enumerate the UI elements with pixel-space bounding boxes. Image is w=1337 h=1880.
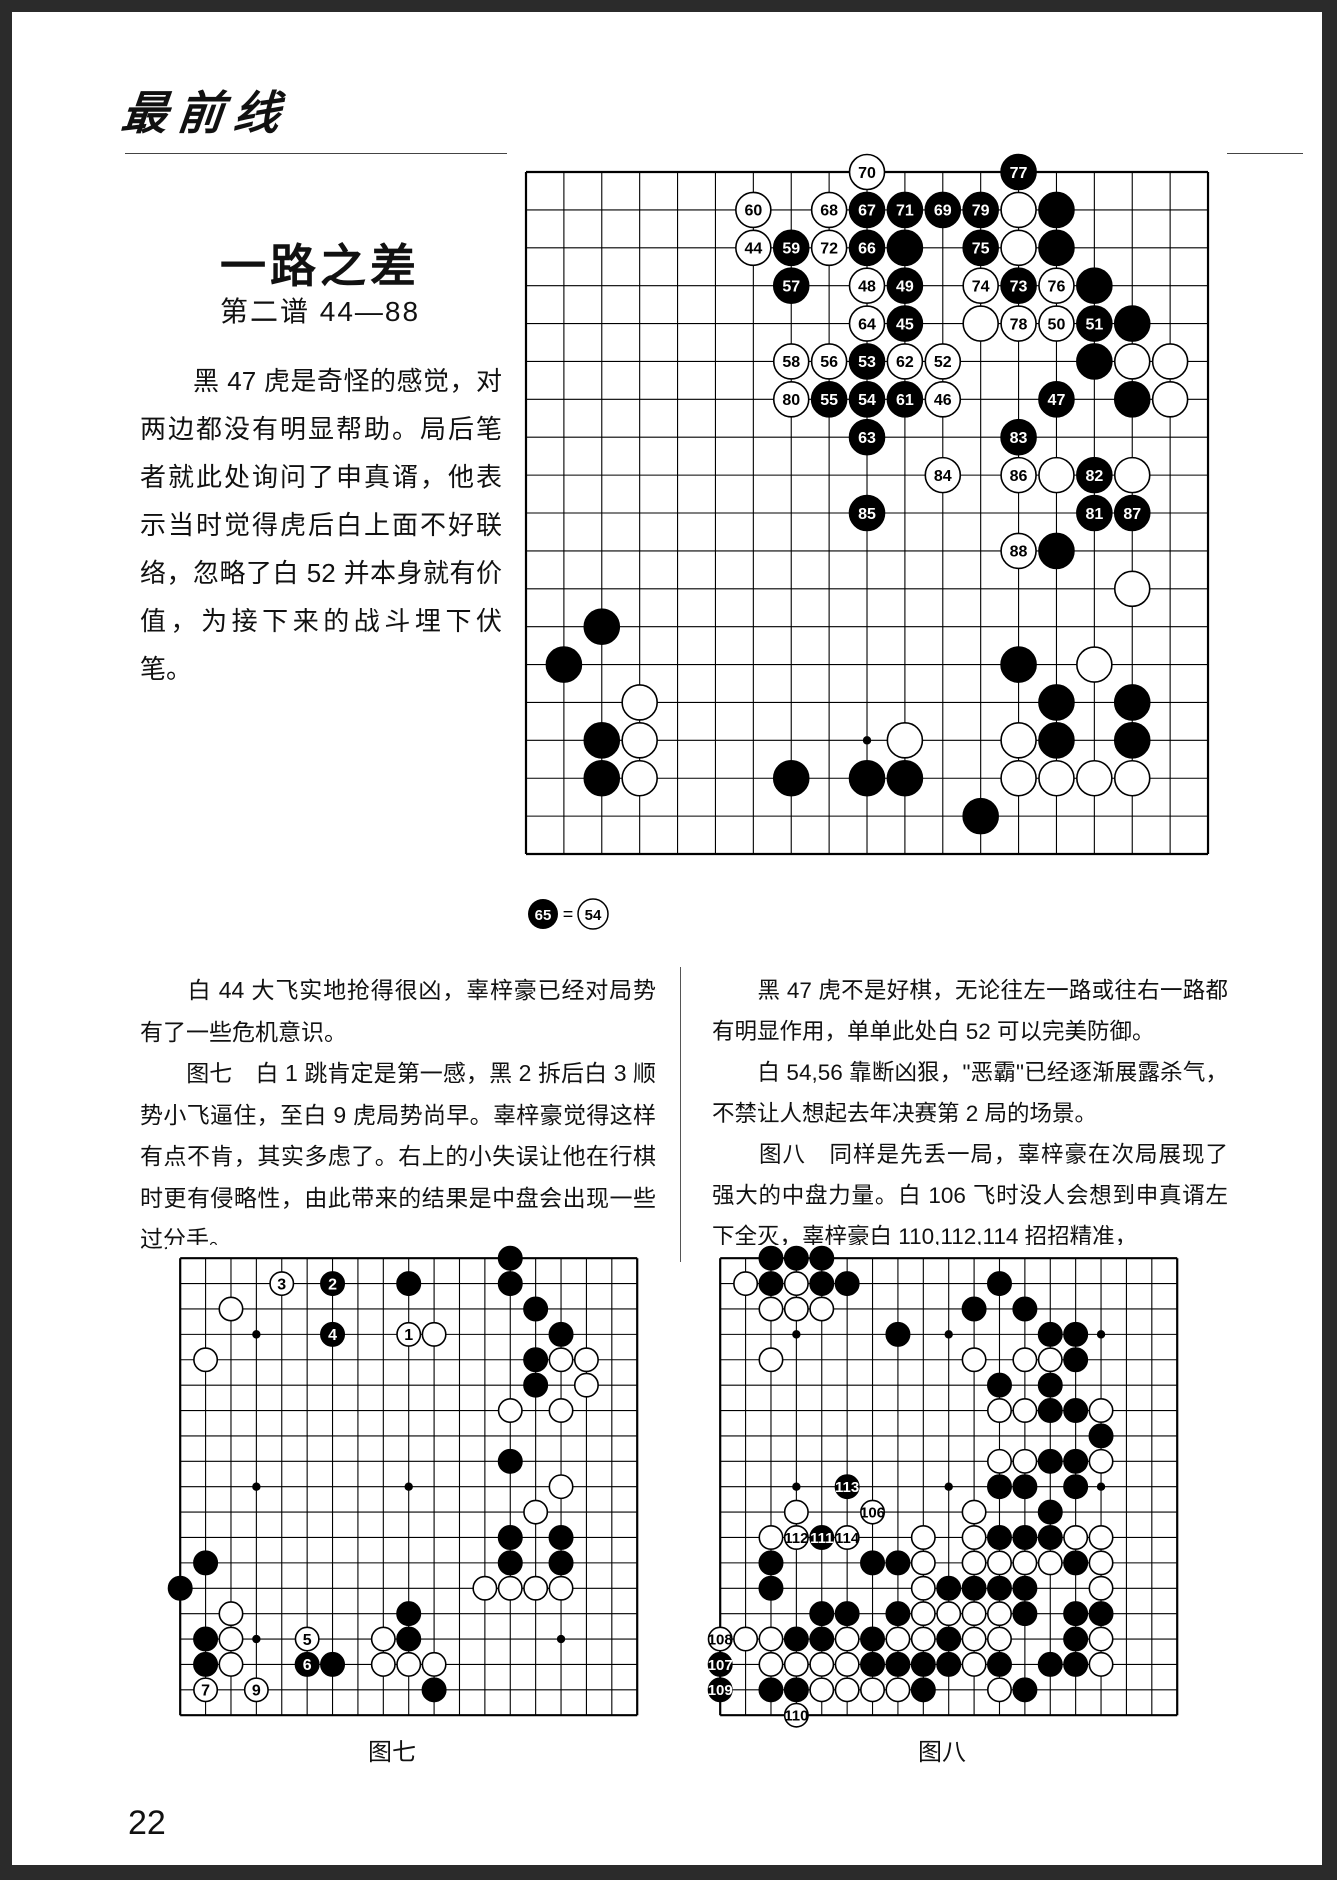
- svg-text:74: 74: [972, 278, 990, 295]
- svg-text:65: 65: [535, 907, 552, 924]
- svg-text:114: 114: [835, 1530, 860, 1547]
- svg-text:55: 55: [820, 392, 838, 409]
- svg-text:108: 108: [707, 1631, 732, 1648]
- svg-text:73: 73: [1010, 278, 1028, 295]
- svg-text:6: 6: [302, 1657, 311, 1674]
- svg-text:7: 7: [201, 1682, 210, 1699]
- svg-text:52: 52: [934, 354, 952, 371]
- svg-text:45: 45: [896, 316, 914, 333]
- svg-text:86: 86: [1010, 468, 1028, 485]
- svg-text:3: 3: [277, 1276, 286, 1293]
- svg-text:75: 75: [972, 241, 990, 258]
- svg-text:53: 53: [858, 354, 876, 371]
- svg-text:84: 84: [934, 468, 952, 485]
- svg-text:113: 113: [835, 1479, 859, 1496]
- svg-text:63: 63: [858, 430, 876, 447]
- svg-text:111: 111: [810, 1530, 833, 1547]
- svg-text:51: 51: [1085, 316, 1103, 333]
- svg-text:79: 79: [972, 203, 990, 220]
- svg-text:59: 59: [782, 241, 800, 258]
- svg-text:64: 64: [858, 316, 876, 333]
- svg-text:88: 88: [1010, 544, 1028, 561]
- svg-text:109: 109: [707, 1682, 732, 1699]
- svg-text:67: 67: [858, 203, 876, 220]
- svg-text:56: 56: [820, 354, 838, 371]
- svg-text:58: 58: [782, 354, 800, 371]
- svg-text:85: 85: [858, 506, 876, 523]
- svg-text:72: 72: [820, 241, 838, 258]
- svg-text:106: 106: [860, 1504, 885, 1521]
- svg-text:46: 46: [934, 392, 952, 409]
- svg-text:2: 2: [328, 1276, 337, 1293]
- svg-text:50: 50: [1048, 316, 1066, 333]
- svg-text:61: 61: [896, 392, 914, 409]
- svg-text:112: 112: [784, 1530, 808, 1547]
- svg-text:82: 82: [1085, 468, 1103, 485]
- svg-text:62: 62: [896, 354, 914, 371]
- svg-text:69: 69: [934, 203, 952, 220]
- svg-text:68: 68: [820, 203, 838, 220]
- svg-text:60: 60: [744, 203, 762, 220]
- svg-text:78: 78: [1010, 316, 1028, 333]
- svg-text:81: 81: [1085, 506, 1103, 523]
- svg-text:1: 1: [404, 1327, 413, 1344]
- svg-text:87: 87: [1123, 506, 1141, 523]
- svg-text:9: 9: [252, 1682, 261, 1699]
- svg-text:49: 49: [896, 278, 914, 295]
- svg-text:76: 76: [1048, 278, 1066, 295]
- svg-text:54: 54: [585, 907, 602, 924]
- svg-text:107: 107: [707, 1657, 732, 1674]
- svg-text:83: 83: [1010, 430, 1028, 447]
- svg-text:=: =: [563, 904, 574, 924]
- svg-text:110: 110: [784, 1707, 808, 1724]
- svg-text:47: 47: [1048, 392, 1066, 409]
- svg-text:71: 71: [896, 203, 914, 220]
- svg-text:5: 5: [302, 1632, 311, 1649]
- svg-text:77: 77: [1010, 165, 1028, 182]
- svg-text:70: 70: [858, 165, 876, 182]
- svg-text:80: 80: [782, 392, 800, 409]
- svg-text:48: 48: [858, 278, 876, 295]
- svg-text:44: 44: [744, 241, 762, 258]
- svg-text:66: 66: [858, 241, 876, 258]
- svg-text:4: 4: [328, 1327, 337, 1344]
- svg-text:57: 57: [782, 278, 800, 295]
- svg-text:54: 54: [858, 392, 876, 409]
